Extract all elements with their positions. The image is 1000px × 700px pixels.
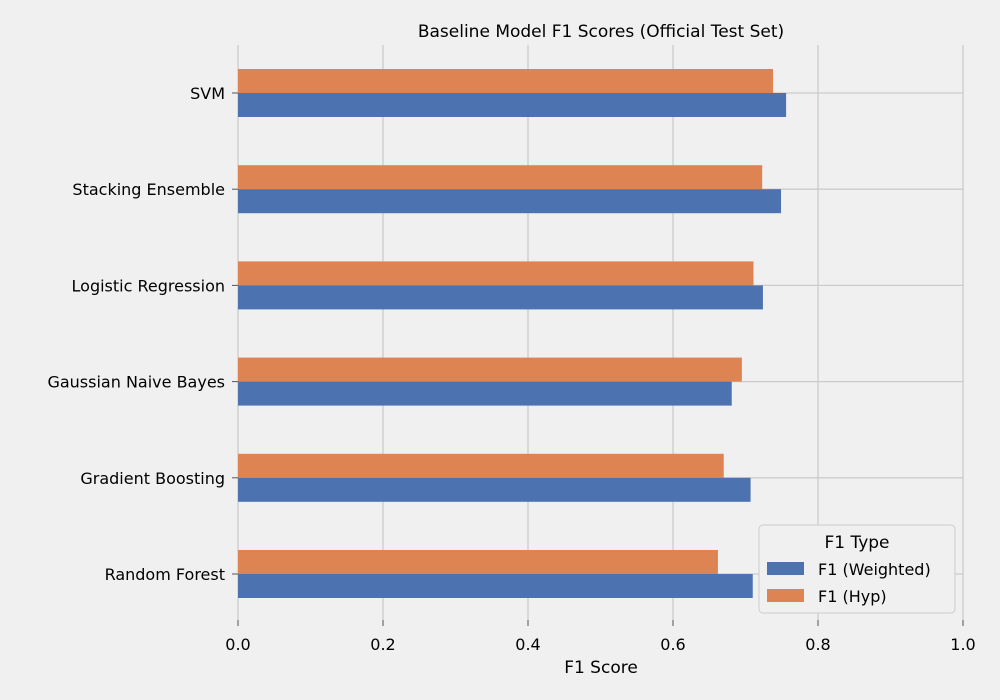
bar-layer: [238, 69, 787, 598]
y-tick-label: Gradient Boosting: [80, 469, 225, 488]
bar-f1-hyp: [238, 261, 754, 286]
y-tick-label: Random Forest: [105, 565, 225, 584]
y-tick-label: Logistic Regression: [72, 276, 225, 295]
x-axis-label: F1 Score: [564, 658, 638, 678]
x-tick-label: 0.2: [370, 635, 395, 654]
legend-label-weighted: F1 (Weighted): [818, 560, 931, 579]
bar-f1-weighted: [238, 574, 753, 598]
legend-swatch-hyp: [767, 589, 804, 602]
bar-f1-weighted: [238, 381, 732, 406]
legend-swatch-weighted: [767, 562, 804, 575]
legend-label-hyp: F1 (Hyp): [818, 587, 887, 606]
legend: F1 Type F1 (Weighted) F1 (Hyp): [758, 524, 956, 614]
bar-f1-weighted: [238, 189, 782, 214]
bar-f1-hyp: [238, 357, 742, 382]
bar-f1-hyp: [238, 550, 718, 574]
y-tick-label: Stacking Ensemble: [72, 180, 225, 199]
x-tick-label: 0.0: [225, 635, 250, 654]
chart-title: Baseline Model F1 Scores (Official Test …: [418, 22, 784, 42]
bar-f1-weighted: [238, 93, 787, 117]
x-tick-label: 0.8: [805, 635, 830, 654]
y-tick-label: SVM: [190, 84, 225, 103]
x-tick-label: 0.4: [515, 635, 540, 654]
bar-f1-weighted: [238, 477, 751, 502]
x-tick-label: 0.6: [660, 635, 685, 654]
y-tick-label: Gaussian Naive Bayes: [47, 373, 225, 392]
bar-f1-weighted: [238, 285, 763, 310]
legend-box: [758, 524, 956, 614]
legend-title: F1 Type: [824, 533, 889, 553]
x-tick-label: 1.0: [950, 635, 975, 654]
bar-f1-hyp: [238, 69, 774, 93]
bar-f1-hyp: [238, 453, 724, 478]
tick-layer: 0.0 0.2 0.4 0.6 0.8 1.0 SVM Stacking Ensemble Lo…: [47, 84, 975, 654]
bar-f1-hyp: [238, 165, 763, 190]
